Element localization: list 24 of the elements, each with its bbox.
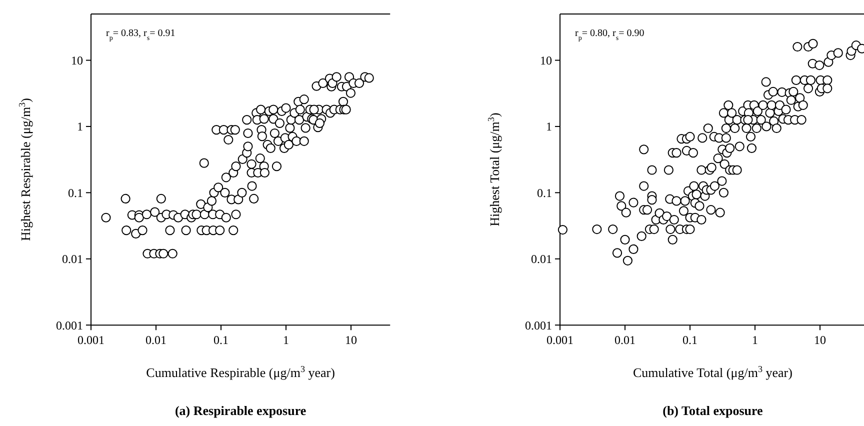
x-tick-label: 10 bbox=[345, 333, 357, 348]
y-tick-label: 0.001 bbox=[56, 318, 83, 332]
y-tick-label: 0.1 bbox=[68, 186, 83, 200]
text: (a) Respirable exposure bbox=[174, 403, 306, 418]
y-tick-label: 1 bbox=[77, 120, 83, 134]
y-tick-label: 10 bbox=[540, 53, 552, 68]
x-tick-label: 10 bbox=[814, 333, 826, 348]
y-tick-label: 10 bbox=[71, 53, 83, 68]
y-tick-label: 0.01 bbox=[62, 252, 83, 266]
x-tick-label: 1 bbox=[752, 333, 758, 348]
annotation: r$_{p}$= 0.83, r$_{s}$= 0.91 bbox=[106, 28, 176, 42]
x-tick-label: 0.1 bbox=[214, 333, 228, 348]
y-tick-label: 0.1 bbox=[537, 186, 552, 200]
text: (b) Total exposure bbox=[662, 403, 764, 418]
x-tick-label: 0.1 bbox=[682, 333, 698, 348]
x-tick-label: 0.01 bbox=[614, 333, 636, 348]
x-tick-label: 0.01 bbox=[146, 333, 166, 348]
y-tick-label: 1 bbox=[546, 120, 552, 134]
x-axis-title: Cumulative Respirable (μg/m$^{3}$ year) bbox=[146, 364, 335, 380]
y-tick-label: 0.001 bbox=[525, 318, 552, 332]
annotation: r$_{p}$= 0.80, r$_{s}$= 0.90 bbox=[575, 28, 644, 42]
x-tick-label: 1 bbox=[283, 333, 289, 348]
x-axis-title: Cumulative Total (μg/m$^{3}$ year) bbox=[632, 364, 792, 380]
y-tick-label: 0.01 bbox=[531, 252, 552, 266]
